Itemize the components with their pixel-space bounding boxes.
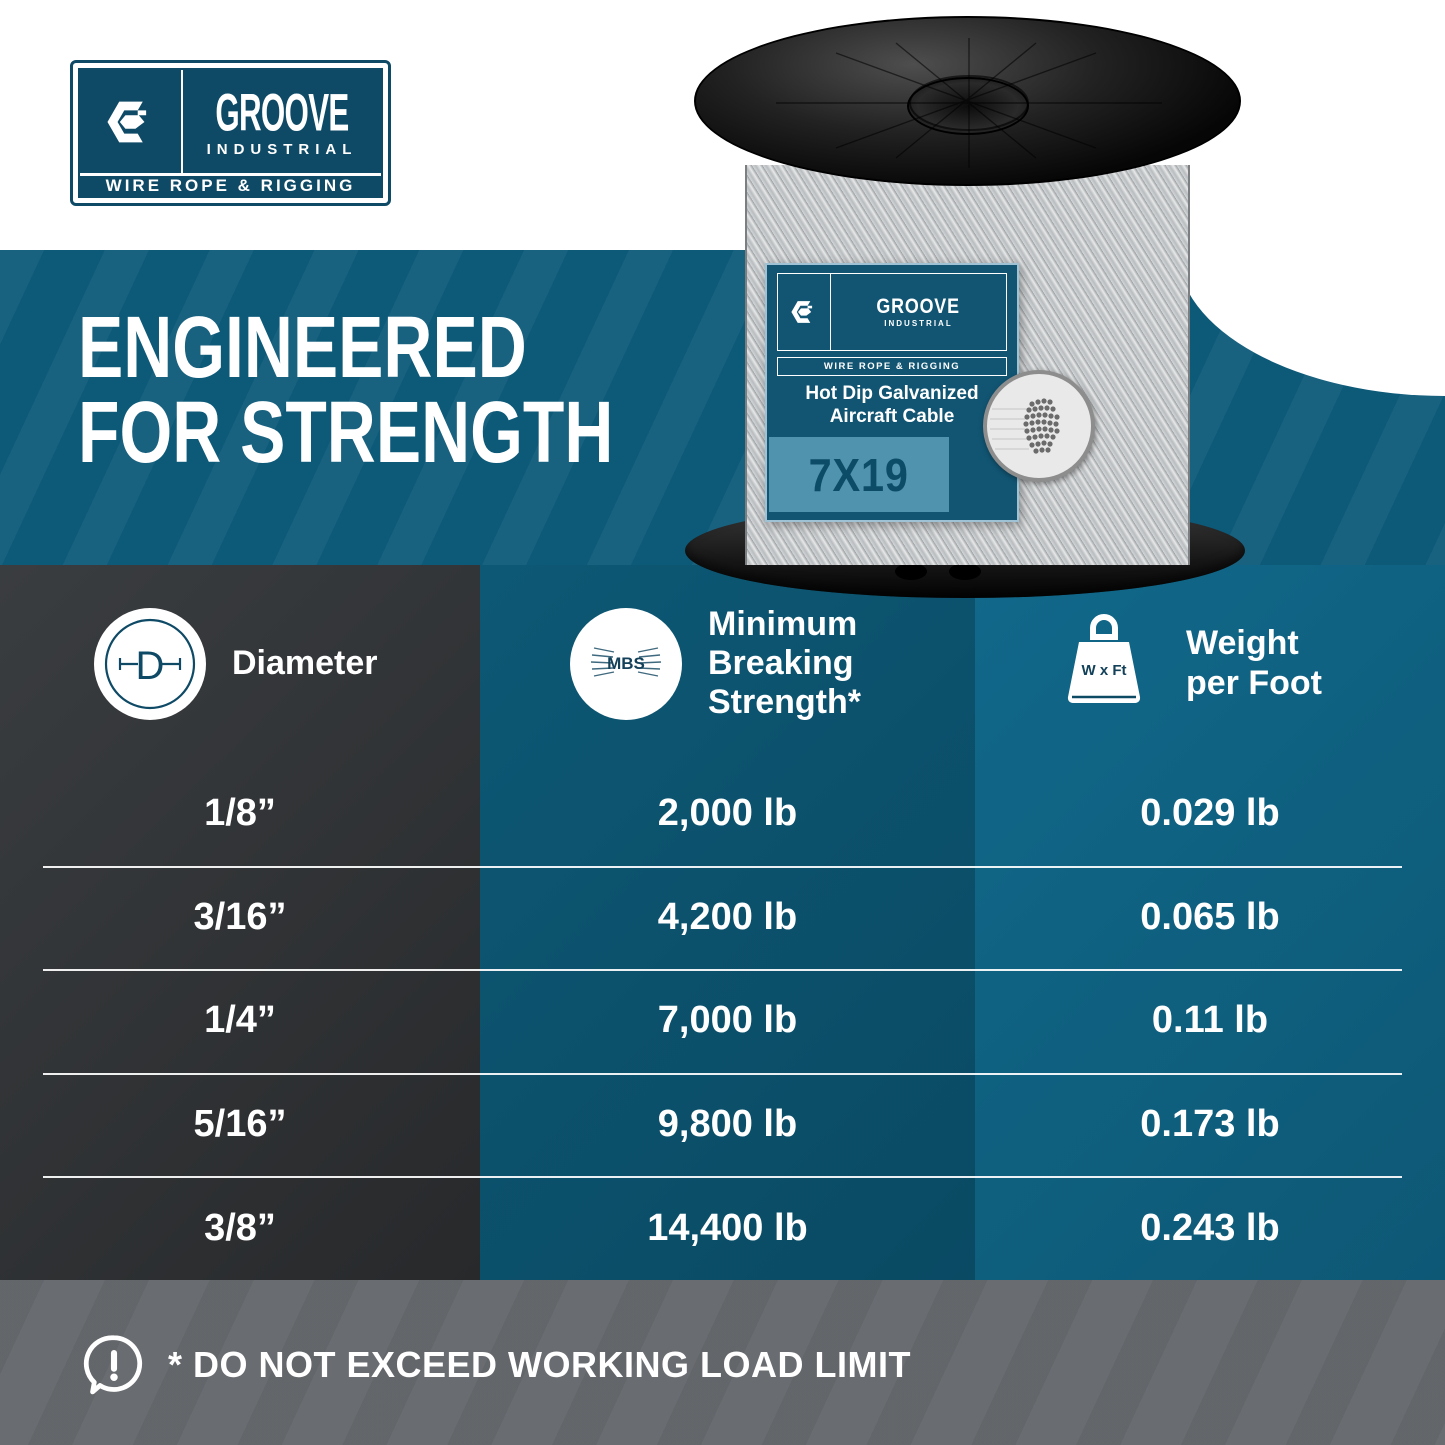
svg-text:D: D: [136, 644, 165, 688]
svg-text:W x Ft: W x Ft: [1082, 662, 1127, 679]
svg-text:MBS: MBS: [607, 654, 645, 673]
